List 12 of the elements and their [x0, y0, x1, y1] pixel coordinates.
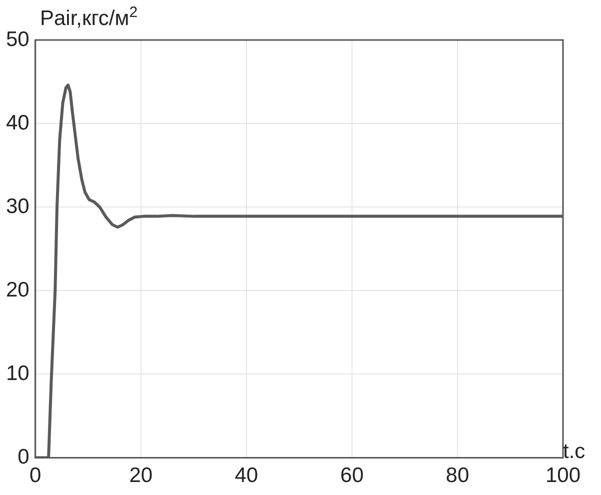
x-tick-label: 100: [545, 464, 581, 488]
y-tick-label: 10: [6, 362, 30, 386]
x-tick-label: 20: [129, 464, 153, 488]
y-axis-title: Pair,кгс/м$^{2}$: [40, 4, 138, 31]
y-tick-label: 30: [6, 194, 30, 218]
x-tick-label: 80: [446, 464, 470, 488]
x-tick-label: 60: [340, 464, 364, 488]
y-tick-label: 20: [6, 278, 30, 302]
y-tick-label: 0: [18, 446, 30, 469]
y-tick-label: 40: [6, 111, 30, 134]
x-tick-label: 40: [234, 464, 258, 488]
y-tick-label: 50: [6, 28, 30, 51]
